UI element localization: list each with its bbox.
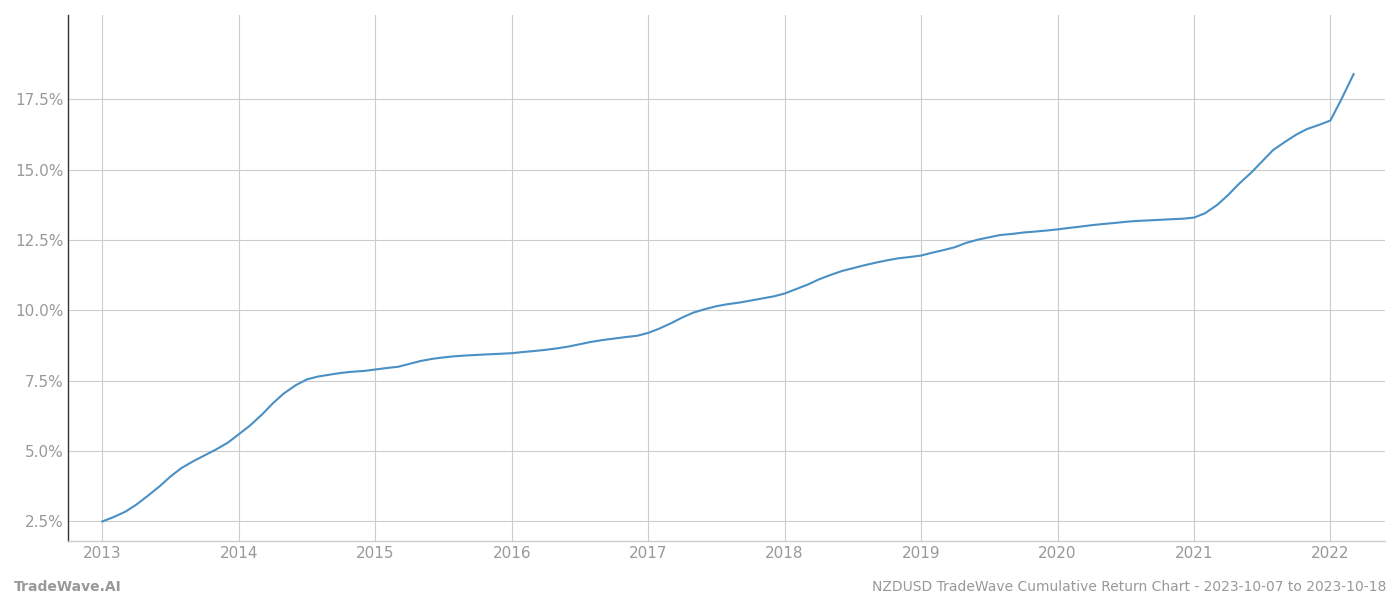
- Text: TradeWave.AI: TradeWave.AI: [14, 580, 122, 594]
- Text: NZDUSD TradeWave Cumulative Return Chart - 2023-10-07 to 2023-10-18: NZDUSD TradeWave Cumulative Return Chart…: [872, 580, 1386, 594]
